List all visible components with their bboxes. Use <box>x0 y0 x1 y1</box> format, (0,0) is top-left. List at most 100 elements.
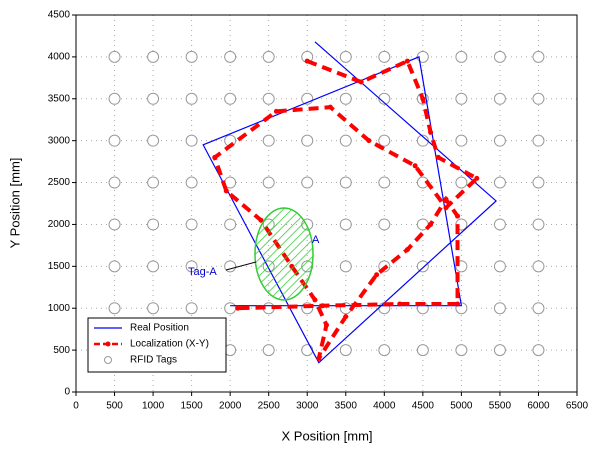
x-tick-label: 0 <box>73 401 79 412</box>
localization-point <box>212 154 218 160</box>
rfid-tag <box>493 134 506 147</box>
rfid-tag <box>224 218 237 231</box>
legend-label: RFID Tags <box>130 355 177 366</box>
y-tick-label: 500 <box>53 345 70 356</box>
rfid-tag <box>493 50 506 63</box>
rfid-tag <box>532 92 545 105</box>
legend-label: Localization (X-Y) <box>130 339 209 350</box>
y-tick-label: 4500 <box>48 10 71 21</box>
y-tick-label: 3000 <box>48 135 71 146</box>
rfid-tag <box>339 344 352 357</box>
x-tick-label: 1500 <box>180 401 203 412</box>
rfid-tag <box>493 302 506 315</box>
localization-point <box>273 108 279 114</box>
rfid-tag <box>147 218 160 231</box>
localization-point <box>343 314 349 320</box>
y-axis-label: Y Position [mm] <box>7 158 22 249</box>
rfid-tag <box>108 50 121 63</box>
rfid-tag <box>455 92 468 105</box>
rfid-tag <box>147 302 160 315</box>
x-axis-label: X Position [mm] <box>281 428 372 443</box>
rfid-tag <box>532 302 545 315</box>
highlight-ellipse <box>254 207 314 301</box>
rfid-tag <box>185 50 198 63</box>
rfid-tag <box>339 260 352 273</box>
rfid-tag <box>378 134 391 147</box>
rfid-tag <box>262 50 275 63</box>
rfid-tag <box>416 50 429 63</box>
localization-point <box>404 247 410 253</box>
localization-point <box>435 154 441 160</box>
plot-frame <box>75 14 578 393</box>
rfid-tag <box>147 134 160 147</box>
localization-point <box>397 301 403 307</box>
rfid-tag <box>147 50 160 63</box>
localization-point <box>404 58 410 64</box>
x-tick-label: 6000 <box>527 401 550 412</box>
localization-point <box>320 303 326 309</box>
rfid-tag <box>147 260 160 273</box>
rfid-tag <box>493 176 506 189</box>
rfid-tag <box>378 218 391 231</box>
x-tick-label: 3000 <box>296 401 319 412</box>
rfid-tag <box>339 176 352 189</box>
localization-point <box>366 138 372 144</box>
rfid-tag <box>339 92 352 105</box>
y-tick-label: 1500 <box>48 261 71 272</box>
localization-point <box>428 129 434 135</box>
localization-point <box>316 355 322 361</box>
rfid-tag <box>108 302 121 315</box>
localization-point <box>455 301 461 307</box>
rfid-tag <box>262 134 275 147</box>
localization-point <box>235 305 241 311</box>
rfid-tag <box>493 344 506 357</box>
annotation-arrow <box>225 261 257 271</box>
rfid-tag <box>301 176 314 189</box>
localization-point <box>324 322 329 328</box>
y-tick-label: 3500 <box>48 93 71 104</box>
legend-box <box>87 317 227 373</box>
x-tick-label: 1000 <box>142 401 165 412</box>
rfid-tag <box>185 92 198 105</box>
rfid-tag <box>378 344 391 357</box>
rfid-tag <box>108 218 121 231</box>
rfid-tag <box>108 92 121 105</box>
x-tick-label: 6500 <box>566 401 589 412</box>
rfid-tag <box>224 260 237 273</box>
rfid-tag <box>455 50 468 63</box>
localization-point <box>412 163 418 169</box>
localization-point <box>374 272 380 278</box>
annotation: Tag-A <box>188 266 217 278</box>
rfid-tag <box>301 134 314 147</box>
x-tick-label: 4000 <box>373 401 396 412</box>
rfid-tag <box>147 92 160 105</box>
x-tick-label: 5000 <box>450 401 473 412</box>
rfid-tag <box>108 176 121 189</box>
legend-label: Real Position <box>130 323 189 334</box>
x-tick-label: 500 <box>106 401 123 412</box>
rfid-tag <box>185 302 198 315</box>
rfid-tag <box>455 134 468 147</box>
rfid-tag <box>532 134 545 147</box>
y-tick-label: 2000 <box>48 219 71 230</box>
rfid-tag <box>262 344 275 357</box>
localization-point <box>428 221 434 227</box>
rfid-tag <box>532 50 545 63</box>
localization-point <box>304 58 310 64</box>
y-tick-label: 0 <box>64 387 70 398</box>
rfid-tag <box>185 260 198 273</box>
rfid-tag <box>339 134 352 147</box>
rfid-tag <box>262 92 275 105</box>
real-position-line <box>202 41 497 364</box>
rfid-tag <box>378 50 391 63</box>
localization-point <box>455 213 461 219</box>
rfid-tag <box>262 176 275 189</box>
rfid-tag <box>532 260 545 273</box>
x-tick-label: 2500 <box>258 401 281 412</box>
localization-point <box>258 217 264 223</box>
x-tick-label: 5500 <box>489 401 512 412</box>
localization-point <box>420 96 426 102</box>
rfid-tag <box>339 50 352 63</box>
y-tick-label: 4000 <box>48 52 71 63</box>
legend-symbol <box>105 341 111 347</box>
